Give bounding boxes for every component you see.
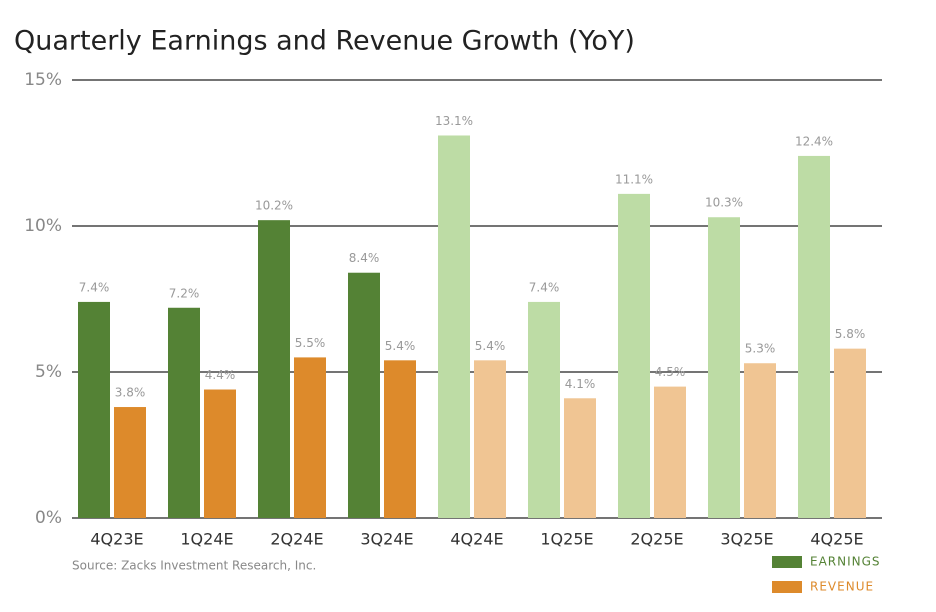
value-label: 7.2% xyxy=(169,286,200,300)
x-tick-label: 1Q25E xyxy=(540,530,593,549)
legend-label: EARNINGS xyxy=(810,555,881,569)
value-label: 13.1% xyxy=(435,114,473,128)
value-label: 3.8% xyxy=(115,386,146,400)
value-label: 4.4% xyxy=(205,368,236,382)
value-label: 11.1% xyxy=(615,172,653,186)
value-label: 7.4% xyxy=(79,280,110,294)
legend-label: REVENUE xyxy=(810,580,874,594)
bar xyxy=(258,220,290,518)
bar xyxy=(834,348,866,518)
bar xyxy=(438,135,470,519)
bar xyxy=(168,307,200,518)
bar xyxy=(618,193,650,518)
x-tick-label: 4Q23E xyxy=(90,530,143,549)
bar xyxy=(654,386,686,518)
bar xyxy=(564,398,596,518)
value-label: 8.4% xyxy=(349,251,380,265)
y-tick-label: 5% xyxy=(35,362,62,382)
value-label: 5.5% xyxy=(295,336,326,350)
value-label: 7.4% xyxy=(529,280,560,294)
bar xyxy=(798,155,830,519)
x-tick-label: 2Q25E xyxy=(630,530,683,549)
x-tick-label: 3Q25E xyxy=(720,530,773,549)
value-label: 4.5% xyxy=(655,365,686,379)
y-tick-label: 0% xyxy=(35,508,62,528)
value-label: 12.4% xyxy=(795,134,833,148)
bar xyxy=(204,389,236,518)
bar xyxy=(528,301,560,518)
legend-swatch xyxy=(772,556,802,568)
chart-title: Quarterly Earnings and Revenue Growth (Y… xyxy=(14,26,635,57)
value-label: 4.1% xyxy=(565,377,596,391)
value-label: 10.2% xyxy=(255,199,293,213)
bar xyxy=(348,272,380,518)
source-note: Source: Zacks Investment Research, Inc. xyxy=(72,559,316,573)
bar xyxy=(294,357,326,518)
bar xyxy=(78,301,110,518)
value-label: 10.3% xyxy=(705,196,743,210)
x-tick-label: 2Q24E xyxy=(270,530,323,549)
y-tick-label: 15% xyxy=(24,70,62,90)
value-label: 5.3% xyxy=(745,342,776,356)
x-tick-label: 3Q24E xyxy=(360,530,413,549)
bar xyxy=(708,217,740,519)
value-label: 5.4% xyxy=(475,339,506,353)
y-tick-label: 10% xyxy=(24,216,62,236)
legend-swatch xyxy=(772,581,802,593)
bar xyxy=(744,363,776,518)
value-label: 5.8% xyxy=(835,327,866,341)
x-tick-label: 1Q24E xyxy=(180,530,233,549)
bar xyxy=(114,407,146,518)
x-tick-label: 4Q25E xyxy=(810,530,863,549)
x-tick-label: 4Q24E xyxy=(450,530,503,549)
bar xyxy=(384,360,416,518)
bar xyxy=(474,360,506,518)
value-label: 5.4% xyxy=(385,339,416,353)
